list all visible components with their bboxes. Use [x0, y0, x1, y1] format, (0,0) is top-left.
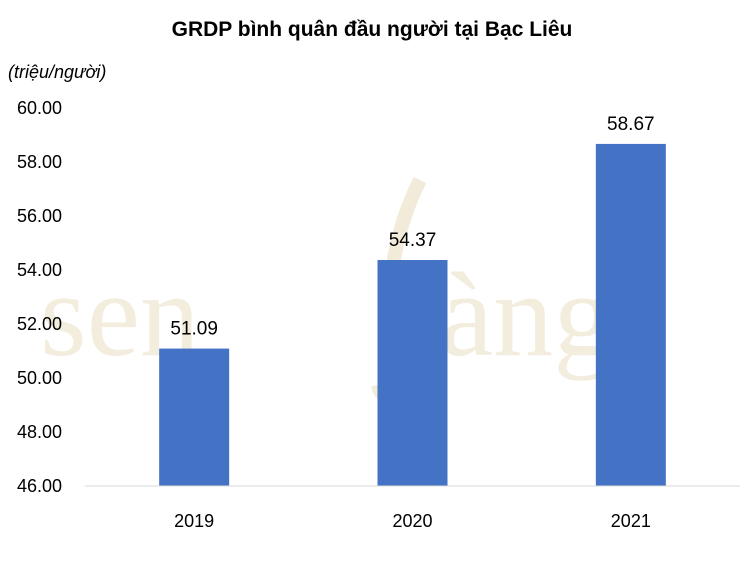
y-axis: 46.00 48.00 50.00 52.00 54.00 56.00 58.00 60.00: [17, 98, 62, 496]
bars: [159, 143, 666, 486]
bar-2021: [595, 143, 666, 486]
y-tick-label: 60.00: [17, 98, 62, 118]
bar-2019: [159, 348, 230, 486]
y-tick-label: 50.00: [17, 368, 62, 388]
data-label-2019: 51.09: [170, 319, 218, 340]
data-label-2020: 54.37: [389, 230, 437, 251]
y-tick-label: 48.00: [17, 422, 62, 442]
x-tick-label: 2019: [174, 511, 214, 531]
data-label-2021: 58.67: [607, 114, 655, 135]
y-tick-label: 54.00: [17, 260, 62, 280]
x-tick-label: 2021: [611, 511, 651, 531]
x-axis: 2019 2020 2021: [85, 485, 740, 531]
watermark-text-right: àng: [440, 248, 613, 381]
data-labels: 51.09 54.37 58.67: [170, 114, 654, 340]
bar-2020: [377, 260, 448, 486]
y-tick-label: 46.00: [17, 476, 62, 496]
chart-title: GRDP bình quân đầu người tại Bạc Liêu: [171, 18, 573, 41]
y-tick-label: 58.00: [17, 152, 62, 172]
y-axis-unit-label: (triệu/người): [8, 62, 107, 82]
watermark-logo: sen àng: [40, 176, 613, 407]
y-tick-label: 56.00: [17, 206, 62, 226]
x-tick-label: 2020: [392, 511, 432, 531]
y-tick-label: 52.00: [17, 314, 62, 334]
